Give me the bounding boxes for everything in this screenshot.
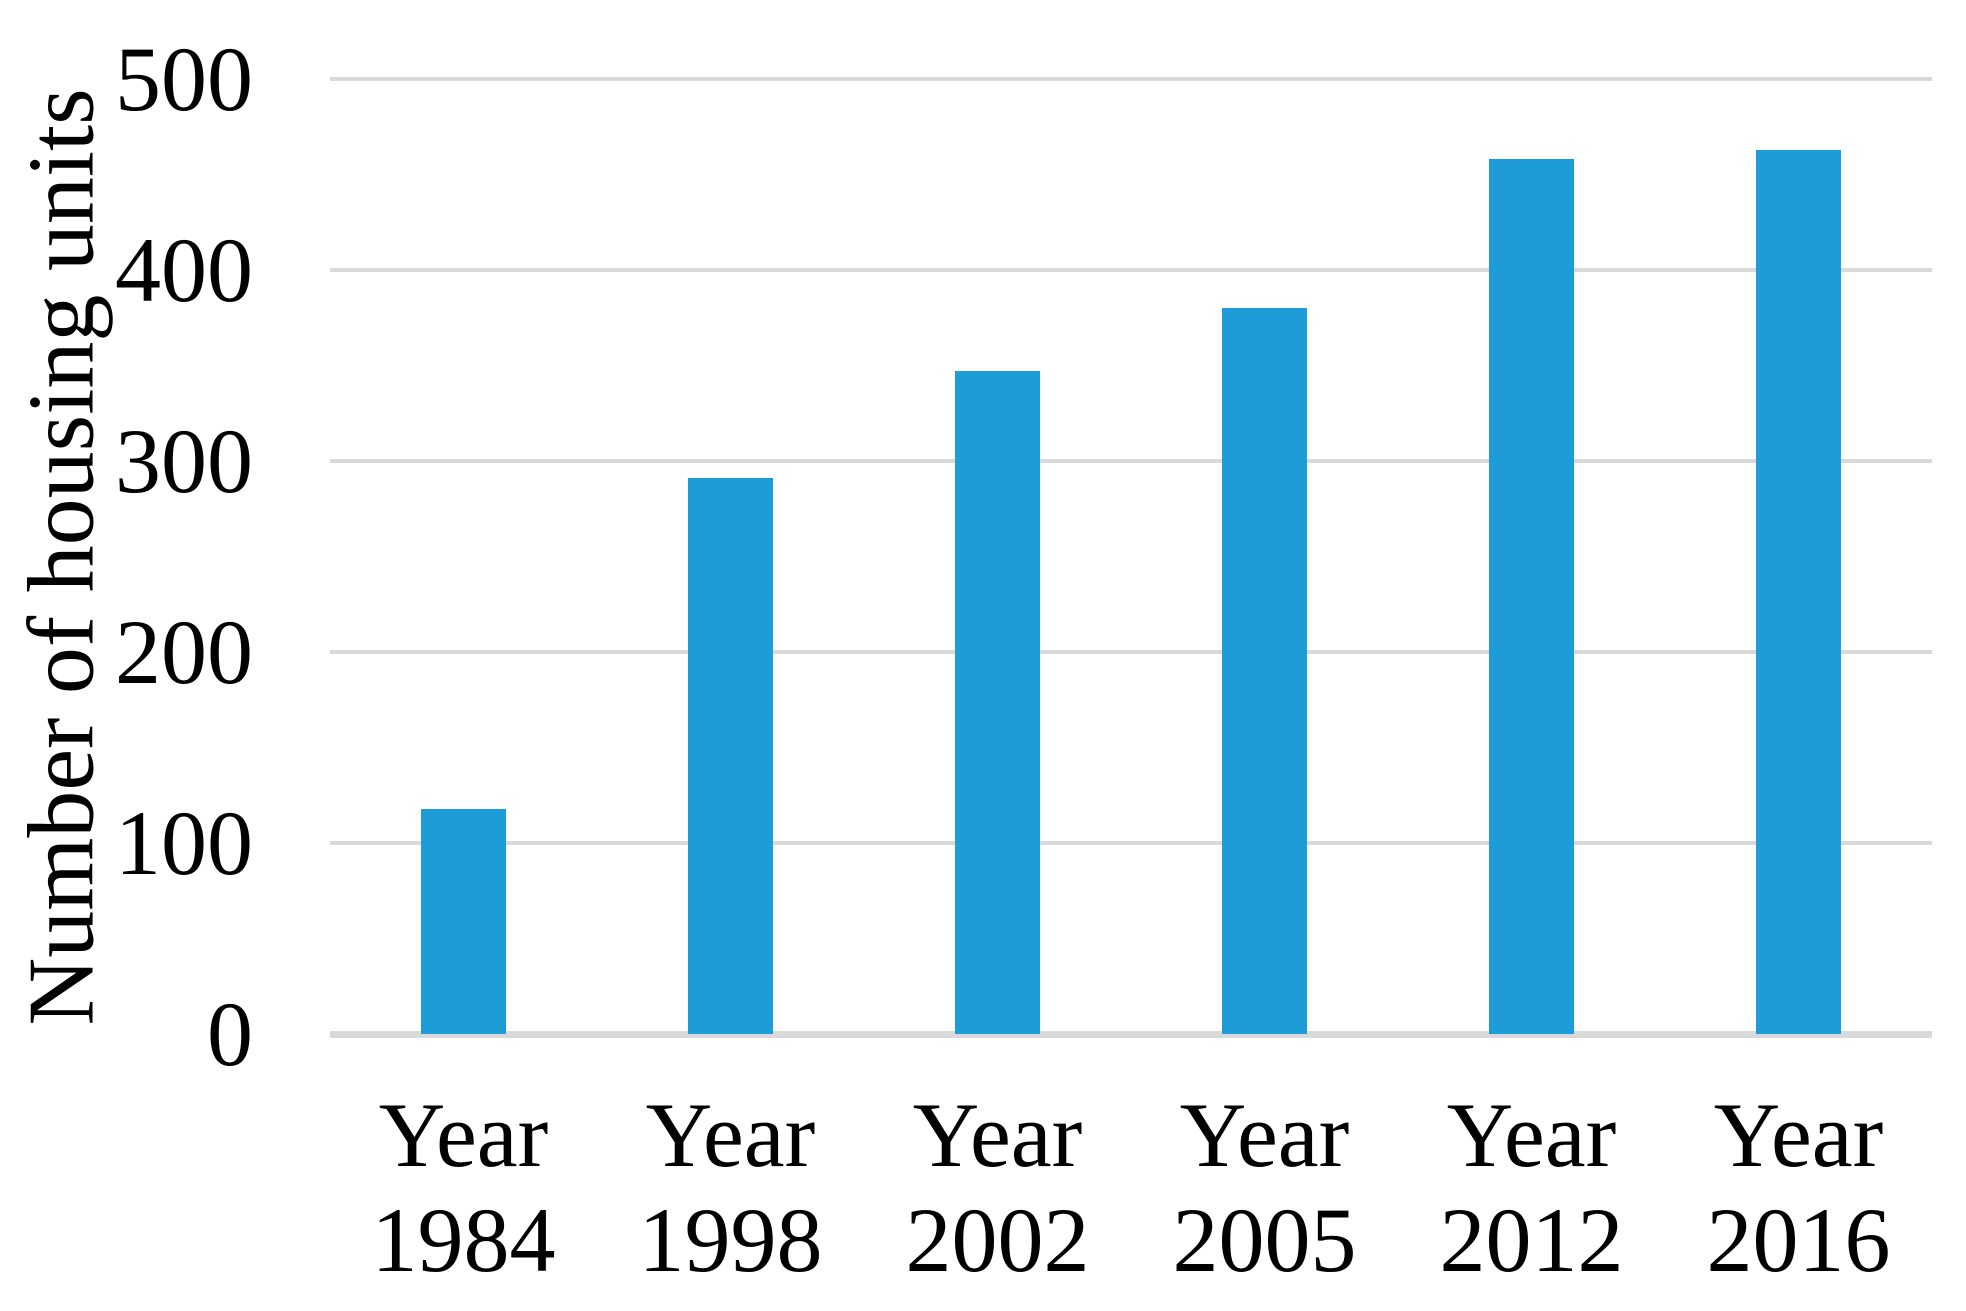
x-tick-label-line: Year (645, 1084, 816, 1186)
x-axis-line (330, 1030, 1932, 1038)
x-tick-label-line: Year (912, 1084, 1083, 1186)
gridline (330, 459, 1932, 463)
y-tick-label: 200 (115, 601, 253, 703)
x-tick-label: Year 1998 (598, 1083, 864, 1293)
x-tick-label-line: Year (1713, 1084, 1884, 1186)
x-tick-label-line: 2005 (1172, 1189, 1357, 1291)
bar (421, 808, 506, 1034)
bar (1222, 308, 1307, 1034)
y-tick-label: 0 (207, 983, 253, 1085)
y-tick-label: 500 (115, 28, 253, 130)
x-tick-label: Year 2016 (1666, 1083, 1932, 1293)
x-tick-label-line: 1984 (371, 1189, 556, 1291)
x-tick-label-line: Year (1446, 1084, 1617, 1186)
y-axis-title: Number of housing units (10, 79, 114, 1034)
gridline (330, 650, 1932, 654)
y-tick-label: 400 (115, 219, 253, 321)
plot-area (330, 77, 1932, 1038)
y-tick-label: 100 (115, 792, 253, 894)
gridline (330, 841, 1932, 845)
x-tick-label: Year 2012 (1399, 1083, 1665, 1293)
bar (688, 478, 773, 1034)
x-tick-label: Year 1984 (331, 1083, 597, 1293)
x-tick-label-line: 2002 (905, 1189, 1090, 1291)
bar (1489, 159, 1574, 1034)
x-tick-label: Year 2002 (865, 1083, 1131, 1293)
y-tick-label: 300 (115, 410, 253, 512)
x-tick-label-line: 2012 (1439, 1189, 1624, 1291)
x-tick-label-line: 2016 (1706, 1189, 1891, 1291)
gridline (330, 77, 1932, 81)
x-tick-label-line: Year (378, 1084, 549, 1186)
gridline (330, 268, 1932, 272)
x-tick-label-line: 1998 (638, 1189, 823, 1291)
bar (955, 371, 1040, 1034)
x-tick-label-line: Year (1179, 1084, 1350, 1186)
bar (1756, 149, 1841, 1034)
x-tick-label: Year 2005 (1132, 1083, 1398, 1293)
